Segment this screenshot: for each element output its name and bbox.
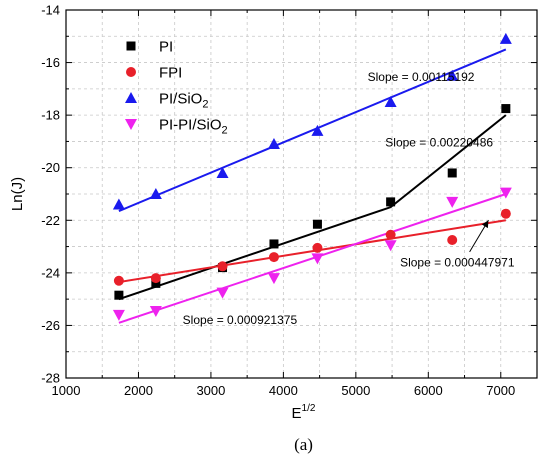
legend-marker [125,119,137,130]
data-point-s1 [447,235,458,245]
y-tick-label: -18 [41,108,60,123]
data-point-s3 [499,187,512,199]
data-point-s0 [312,219,322,229]
data-point-s1 [113,275,124,286]
data-point-s0 [386,197,396,207]
data-point-s2 [499,32,512,44]
legend-label-name: PI-PI/SiO [159,117,222,134]
legend-label: PI/SiO2 [159,91,208,111]
y-tick-label: -16 [41,55,60,70]
data-point-s1 [150,273,161,284]
annotation-arrow-head [481,220,489,229]
axes: 1000 2000 3000 4000 5000 6000 7000 -28 -26 -24 -22… [41,3,538,398]
grid [66,10,537,378]
panel-label: (a) [294,435,313,454]
legend-label-name: FPI [159,65,182,82]
legend-marker [126,41,136,51]
legend-label-subscript: 2 [222,125,228,137]
legend-label-subscript: 2 [202,99,208,111]
x-tick-label: 7000 [486,383,515,398]
data-point-s0 [114,290,124,300]
y-axis-title: Ln(J) [9,177,26,211]
slope-annotation: Slope = 0.00115192 [368,70,475,84]
legend-marker [125,92,137,103]
data-point-s2 [216,166,229,178]
legend-label: PI [159,39,173,56]
legend-label-name: PI/SiO [159,91,202,108]
data-point-s3 [311,253,324,265]
x-tick-label: 2000 [124,383,153,398]
y-tick-label: -20 [41,160,60,175]
legend-label-name: PI [159,39,173,56]
data-markers [112,32,512,321]
slope-annotation: Slope = 0.000447971 [400,255,515,269]
data-point-s1 [312,242,323,253]
data-point-s0 [447,168,457,178]
data-point-s2 [149,188,162,199]
y-tick-label: -26 [41,318,60,333]
slope-annotation: Slope = 0.000921375 [183,313,298,327]
data-point-s3 [446,196,459,208]
x-tick-label: 5000 [341,383,370,398]
data-point-s2 [267,138,280,150]
data-point-s0 [151,278,161,288]
fit-line-3 [118,193,507,324]
y-tick-label: -28 [41,371,60,386]
data-point-s0 [269,239,279,249]
x-tick-label: 3000 [196,383,225,398]
data-point-s3 [149,305,162,317]
data-point-s1 [268,252,279,263]
fit-line-2 [118,48,507,213]
data-point-s2 [112,198,125,210]
data-point-s2 [384,96,397,107]
legend-label: PI-PI/SiO2 [159,117,228,137]
x-axis-title-main: E [292,405,302,422]
data-point-s3 [112,309,125,321]
x-tick-label: 4000 [269,383,298,398]
data-point-s3 [267,273,280,285]
panel-label-text: (a) [294,435,313,454]
data-point-s3 [384,240,397,252]
data-point-s0 [501,104,511,114]
x-axis-title-superscript: 1/2 [302,403,316,414]
legend-marker [126,67,136,77]
fit-line-1 [118,219,506,284]
legend-label: FPI [159,65,182,82]
y-tick-label: -22 [41,213,60,228]
axis-titles: E1/2 Ln(J) (a) [9,177,316,454]
x-tick-label: 6000 [414,383,443,398]
data-point-s1 [217,261,228,272]
x-axis-title: E1/2 [292,403,316,422]
data-point-s1 [500,208,511,219]
slope-annotation: Slope = 0.00220486 [385,136,493,150]
y-tick-label: -24 [41,265,60,280]
x-tick-label: 1000 [52,383,81,398]
data-point-s3 [216,287,229,299]
y-tick-label: -14 [41,3,60,18]
fit-lines [118,48,507,324]
annotations: Slope = 0.00115192 Slope = 0.00220486 Slop… [183,70,515,327]
data-point-s2 [311,124,324,136]
data-point-s2 [446,69,459,81]
data-point-s1 [385,229,396,240]
